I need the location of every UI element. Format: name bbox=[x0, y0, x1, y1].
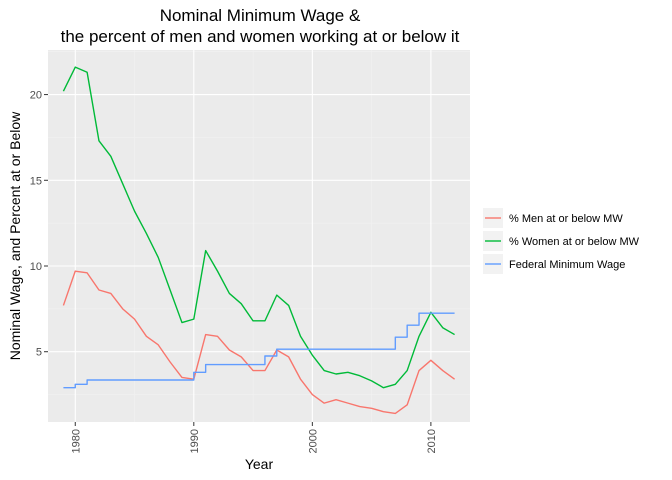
y-tick-label: 5 bbox=[36, 347, 42, 359]
x-tick-label: 2000 bbox=[307, 429, 319, 453]
x-tick-label: 1990 bbox=[189, 429, 201, 453]
y-tick-label: 20 bbox=[30, 90, 42, 102]
chart-title-line-2: the percent of men and women working at … bbox=[61, 27, 460, 46]
y-axis-ticks: 5 10 15 20 bbox=[30, 90, 48, 359]
x-axis-title: Year bbox=[245, 456, 274, 472]
series-line-3 bbox=[63, 312, 455, 389]
series-line-1 bbox=[62, 270, 456, 415]
series-lines bbox=[62, 66, 456, 415]
grid-major bbox=[48, 50, 470, 422]
y-tick-label: 15 bbox=[30, 175, 42, 187]
legend-label: Federal Minimum Wage bbox=[509, 259, 625, 271]
legend: % Men at or below MW % Women at or below … bbox=[483, 208, 640, 274]
grid-minor bbox=[48, 50, 470, 422]
series-line-2 bbox=[62, 66, 455, 389]
legend-label: % Men at or below MW bbox=[509, 213, 623, 225]
legend-label: % Women at or below MW bbox=[509, 236, 640, 248]
plot-panel bbox=[48, 50, 470, 422]
x-tick-label: 1980 bbox=[70, 429, 82, 453]
x-axis-ticks: 1980 1990 2000 2010 bbox=[70, 422, 438, 453]
y-axis-title: Nominal Wage, and Percent at or Below bbox=[7, 111, 23, 360]
y-tick-label: 10 bbox=[30, 261, 42, 273]
chart-title-line-1: Nominal Minimum Wage & bbox=[160, 6, 361, 25]
x-tick-label: 2010 bbox=[426, 429, 438, 453]
